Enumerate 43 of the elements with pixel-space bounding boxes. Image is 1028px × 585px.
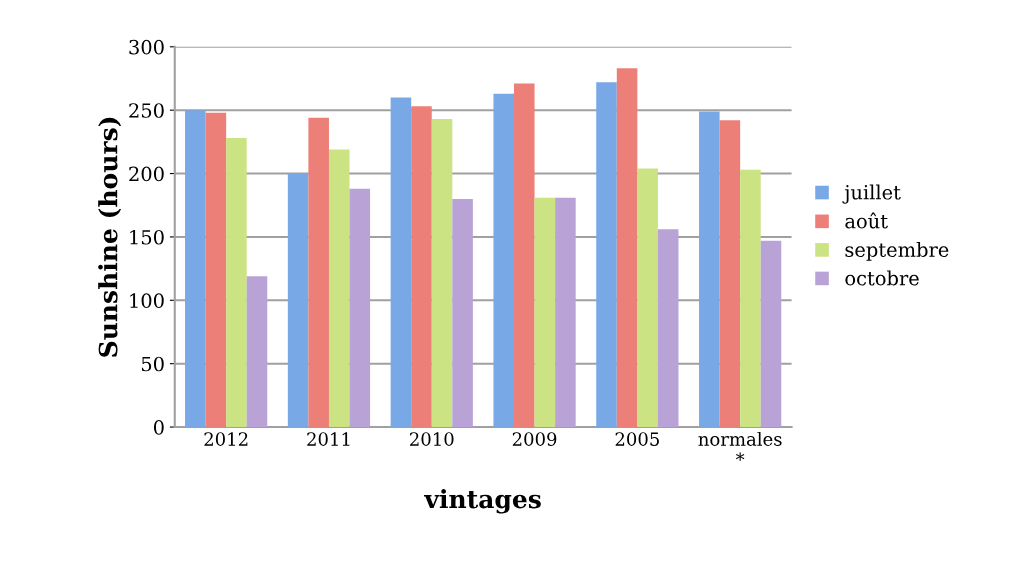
x-tick-label: 2012 — [204, 432, 248, 446]
bar — [411, 106, 432, 428]
bar — [349, 188, 371, 428]
x-tick-label: normales * — [698, 431, 782, 461]
bar — [205, 112, 227, 428]
legend-label: octobre — [845, 270, 919, 286]
x-tick-label: 2011 — [307, 432, 350, 446]
bar — [719, 120, 741, 428]
bar — [657, 229, 679, 428]
y-tick-label: 100 — [130, 293, 164, 308]
y-tick-label: 250 — [129, 103, 164, 118]
y-tick-label: 200 — [129, 166, 164, 182]
bar — [637, 168, 658, 428]
bar — [740, 169, 761, 428]
y-tick-label: 0 — [153, 420, 164, 435]
bar — [596, 82, 617, 428]
bar — [287, 173, 309, 428]
bar — [328, 149, 350, 428]
bar — [555, 197, 576, 428]
bar — [616, 68, 638, 428]
bar — [390, 97, 412, 428]
legend-label: septembre — [845, 241, 949, 261]
bar — [760, 240, 782, 428]
bar — [246, 276, 268, 428]
x-tick-label: 2010 — [410, 432, 454, 446]
bar — [308, 117, 329, 428]
y-axis-title: Sunshine (hours) — [98, 117, 122, 357]
legend-label: juillet — [842, 184, 901, 204]
bar — [493, 93, 514, 428]
x-tick-label: 2009 — [512, 432, 557, 446]
y-tick-label: 50 — [141, 356, 164, 372]
bar — [226, 138, 247, 428]
y-tick-label: 300 — [129, 39, 164, 55]
x-axis-title: vintages — [424, 489, 541, 514]
bar — [534, 197, 556, 428]
legend-label: août — [845, 212, 888, 229]
bar — [185, 110, 206, 428]
bar — [514, 83, 535, 428]
x-tick-label: 2005 — [615, 432, 659, 446]
bar — [431, 119, 453, 428]
bar — [699, 111, 720, 428]
y-tick-label: 150 — [130, 229, 164, 245]
bar — [452, 198, 473, 428]
